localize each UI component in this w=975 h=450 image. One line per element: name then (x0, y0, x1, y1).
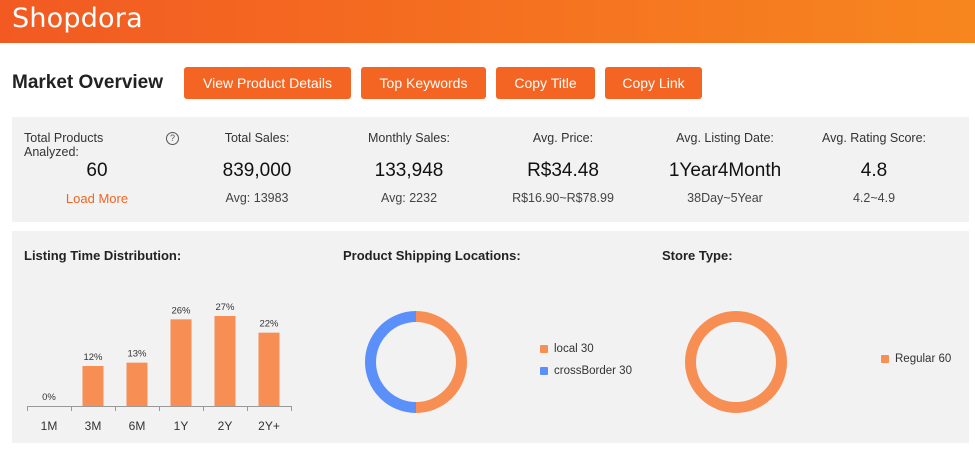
listing-time-title: Listing Time Distribution: (24, 248, 182, 263)
legend-swatch-regular (881, 355, 889, 363)
store-type-donut-chart (685, 311, 787, 413)
bar-value-label: 26% (171, 305, 191, 316)
legend-regular-label: Regular 60 (895, 353, 952, 365)
legend-swatch-crossborder (540, 367, 548, 375)
monthly-sales-value: 133,948 (374, 160, 444, 181)
avg-listing-date-label: Avg. Listing Date: (676, 131, 774, 145)
copy-link-button[interactable]: Copy Link (605, 67, 702, 99)
total-sales-value: 839,000 (222, 160, 292, 181)
avg-listing-date-range: 38Day~5Year (687, 191, 763, 205)
avg-rating-range: 4.2~4.9 (852, 191, 896, 205)
bar-1y[interactable] (170, 319, 192, 406)
stats-panel: Total Products Analyzed: ? 60 Load More … (12, 117, 969, 222)
bar-2y[interactable] (214, 316, 236, 406)
copy-title-button[interactable]: Copy Title (496, 67, 595, 99)
monthly-sales-label: Monthly Sales: (368, 131, 450, 145)
total-products-label: Total Products Analyzed: (24, 131, 104, 159)
bar-3m[interactable] (82, 366, 104, 406)
top-bar: Shopdora (0, 0, 975, 43)
bar-value-label: 22% (259, 319, 279, 330)
page-title: Market Overview (12, 72, 164, 93)
load-more-link[interactable]: Load More (65, 191, 129, 206)
avg-rating-value: 4.8 (860, 160, 888, 181)
legend-local[interactable]: local 30 (540, 343, 594, 355)
bar-value-label: 27% (215, 302, 235, 313)
x-tick-label: 2Y+ (258, 419, 280, 433)
help-icon[interactable]: ? (166, 132, 179, 145)
store-type-title: Store Type: (662, 248, 733, 263)
view-product-details-button[interactable]: View Product Details (184, 67, 351, 99)
listing-time-bar-chart: 0% 1M 12% 3M 13% 6M 26% 1Y 27% 2Y 22% 2Y+ (27, 302, 292, 433)
bar-2yplus[interactable] (258, 332, 280, 406)
avg-listing-date-value: 1Year4Month (668, 160, 782, 181)
donut-slice-crossborder[interactable] (365, 311, 417, 413)
x-tick-label: 2Y (218, 419, 233, 433)
shipping-locations-title: Product Shipping Locations: (343, 248, 521, 263)
donut-slice-regular[interactable] (685, 311, 787, 413)
legend-local-label: local 30 (554, 343, 594, 355)
total-sales-avg: Avg: 13983 (225, 191, 289, 205)
avg-rating-label: Avg. Rating Score: (822, 131, 926, 145)
avg-price-label: Avg. Price: (532, 131, 594, 145)
shipping-donut-chart (365, 311, 467, 413)
bar-value-label: 13% (127, 349, 147, 360)
avg-price-range: R$16.90~R$78.99 (512, 191, 614, 205)
x-tick-label: 1M (41, 419, 58, 433)
top-keywords-button[interactable]: Top Keywords (361, 67, 486, 99)
x-tick-label: 6M (129, 419, 146, 433)
bar-value-label: 12% (83, 352, 103, 363)
total-products-value: 60 (86, 160, 108, 181)
legend-crossborder[interactable]: crossBorder 30 (540, 365, 632, 377)
total-sales-label: Total Sales: (224, 131, 290, 145)
avg-price-value: R$34.48 (527, 160, 599, 181)
x-tick-label: 1Y (174, 419, 189, 433)
shopdora-logo[interactable]: Shopdora (12, 3, 143, 34)
legend-crossborder-label: crossBorder 30 (554, 365, 632, 377)
legend-swatch-local (540, 345, 548, 353)
charts-panel: Listing Time Distribution: Product Shipp… (12, 231, 969, 443)
bar-6m[interactable] (126, 362, 148, 406)
monthly-sales-avg: Avg: 2232 (380, 191, 438, 205)
donut-slice-local[interactable] (415, 311, 467, 413)
bar-value-label: 0% (42, 392, 56, 403)
legend-regular[interactable]: Regular 60 (881, 353, 951, 365)
x-tick-label: 3M (85, 419, 102, 433)
